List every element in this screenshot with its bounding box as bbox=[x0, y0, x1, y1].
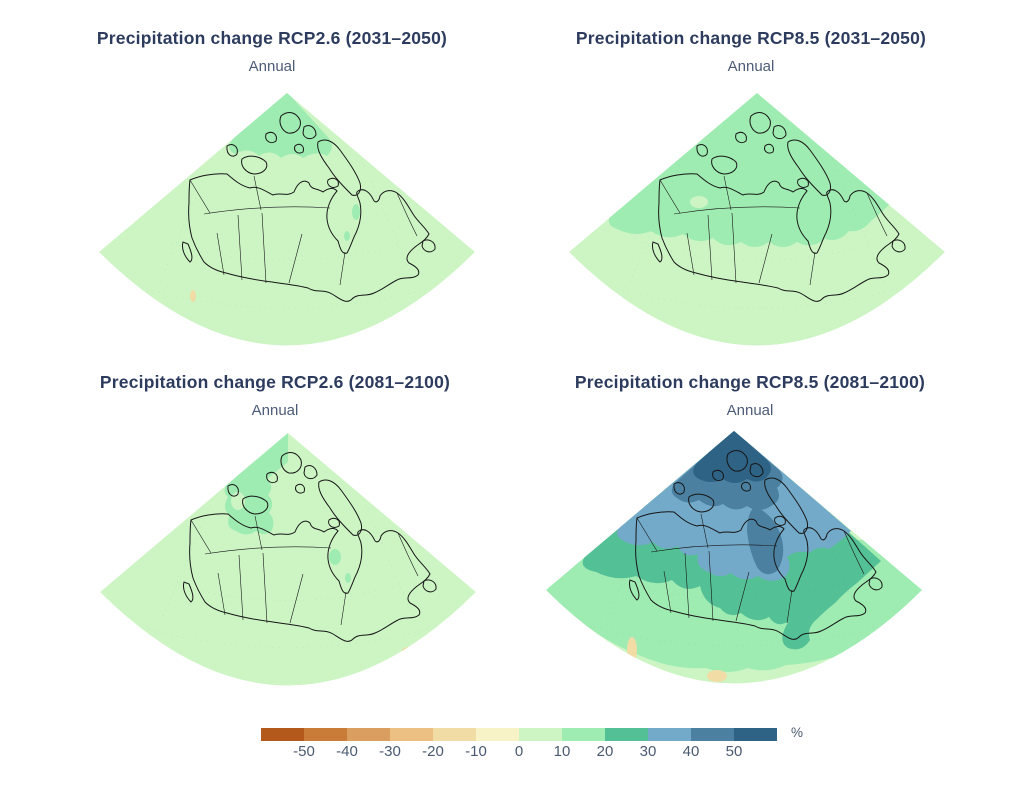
colorbar-tick: -30 bbox=[379, 743, 401, 760]
colorbar-segment bbox=[433, 728, 476, 741]
colorbar-tick: 50 bbox=[725, 743, 743, 760]
region-10-20 bbox=[329, 549, 341, 565]
canada-map-rcp85-2081 bbox=[546, 431, 922, 684]
colorbar-tick: 20 bbox=[596, 743, 614, 760]
region-10-20 bbox=[352, 204, 360, 220]
colorbar-segment bbox=[562, 728, 605, 741]
colorbar-segment bbox=[390, 728, 433, 741]
panel-subtitle-rcp26-2081: Annual bbox=[251, 402, 299, 419]
colorbar-segment bbox=[648, 728, 691, 741]
region-dry-spot bbox=[190, 290, 196, 302]
panel-subtitle-rcp26-2031: Annual bbox=[248, 58, 296, 75]
colorbar-tick: -10 bbox=[465, 743, 487, 760]
panel-title-rcp26-2081: Precipitation change RCP2.6 (2081–2100) bbox=[99, 372, 451, 392]
canada-map-rcp26-2031 bbox=[99, 93, 475, 346]
region-0-10-hole bbox=[690, 196, 708, 208]
colorbar-segment bbox=[691, 728, 734, 741]
colorbar-tick: 0 bbox=[514, 743, 524, 760]
region-dry-spot bbox=[707, 670, 727, 682]
colorbar-legend: -50 -40 -30 -20 -10 0 10 20 30 40 50 % bbox=[261, 725, 803, 768]
panel-subtitle-rcp85-2081: Annual bbox=[726, 402, 774, 419]
colorbar-tick: 40 bbox=[682, 743, 700, 760]
region-10-20 bbox=[344, 231, 350, 241]
colorbar-tick: -50 bbox=[293, 743, 315, 760]
colorbar bbox=[261, 728, 777, 741]
canada-map-rcp85-2031 bbox=[569, 93, 945, 346]
colorbar-tick: -20 bbox=[422, 743, 444, 760]
region-10-20 bbox=[608, 93, 898, 247]
panel-title-rcp26-2031: Precipitation change RCP2.6 (2031–2050) bbox=[96, 28, 448, 48]
region-dry-spot bbox=[643, 327, 651, 333]
region-dry-spot bbox=[627, 637, 637, 663]
colorbar-unit-label: % bbox=[791, 725, 804, 740]
region-over-50 bbox=[693, 431, 771, 483]
colorbar-segment bbox=[519, 728, 562, 741]
colorbar-tick: 10 bbox=[553, 743, 571, 760]
colorbar-segment bbox=[347, 728, 390, 741]
colorbar-segment bbox=[605, 728, 648, 741]
region-10-20 bbox=[345, 573, 351, 583]
colorbar-tick: 30 bbox=[639, 743, 657, 760]
panel-title-rcp85-2081: Precipitation change RCP8.5 (2081–2100) bbox=[574, 372, 926, 392]
panel-subtitle-rcp85-2031: Annual bbox=[727, 58, 775, 75]
region-dry-spot bbox=[891, 198, 897, 204]
region-dry-spot bbox=[885, 629, 899, 639]
panel-title-rcp85-2031: Precipitation change RCP8.5 (2031–2050) bbox=[575, 28, 927, 48]
colorbar-tick: -40 bbox=[336, 743, 358, 760]
region-dry-spot bbox=[402, 647, 414, 655]
colorbar-segment bbox=[734, 728, 777, 741]
colorbar-segment bbox=[476, 728, 519, 741]
colorbar-segment bbox=[261, 728, 304, 741]
canada-map-rcp26-2081 bbox=[100, 433, 476, 686]
colorbar-segment bbox=[304, 728, 347, 741]
